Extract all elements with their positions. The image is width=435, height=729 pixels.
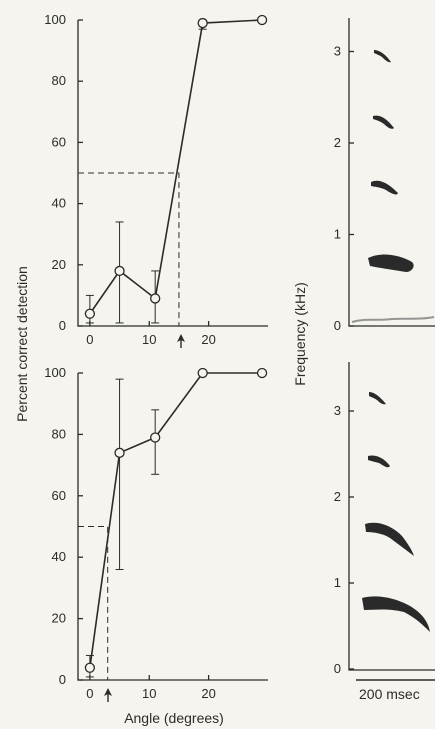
threshold-guide xyxy=(78,172,180,326)
top-y-ticks: 0 20 40 60 80 100 xyxy=(44,12,83,333)
top-plot-area xyxy=(78,14,268,326)
bottom-chart: 0 20 40 60 80 100 0 10 20 Angle (degrees) xyxy=(44,365,268,726)
y-tick-label: 20 xyxy=(52,611,66,626)
top-chart: 0 20 40 60 80 100 0 10 20 xyxy=(44,12,268,348)
bottom-x-ticks: 0 10 20 xyxy=(86,675,216,701)
data-point xyxy=(114,265,125,277)
top-spectrogram-band-2 xyxy=(371,180,398,195)
bottom-spectrogram-y-ticks: 0 1 2 3 xyxy=(334,403,354,676)
frequency-tick-label: 3 xyxy=(334,403,341,418)
top-spectrogram-band-1 xyxy=(368,254,414,272)
spectrogram-y-title: Frequency (kHz) xyxy=(292,282,308,385)
data-point xyxy=(197,367,208,379)
data-point xyxy=(84,662,96,673)
top-spectrogram-band-4 xyxy=(374,50,391,63)
data-point xyxy=(256,14,268,26)
frequency-tick-label: 0 xyxy=(334,318,341,333)
top-x-ticks: 0 10 20 xyxy=(86,321,216,347)
data-point xyxy=(150,293,161,304)
x-tick-label: 20 xyxy=(201,686,215,701)
x-axis-title: Angle (degrees) xyxy=(124,710,224,726)
bottom-spectrogram-band-1 xyxy=(362,596,430,632)
frequency-tick-label: 2 xyxy=(334,489,341,504)
y-tick-label: 60 xyxy=(52,488,66,503)
top-spectrogram-axis xyxy=(348,18,435,327)
bottom-spectrogram-band-4 xyxy=(369,392,386,405)
bottom-plot-area xyxy=(78,367,268,680)
y-axis-title: Percent correct detection xyxy=(14,266,30,422)
top-spectrogram: 0 1 2 3 xyxy=(334,18,435,333)
data-point xyxy=(150,432,161,443)
y-tick-label: 0 xyxy=(59,318,66,333)
y-tick-label: 0 xyxy=(59,672,66,687)
top-spectrogram-noise xyxy=(351,316,435,323)
top-spectrogram-y-ticks: 0 1 2 3 xyxy=(334,44,354,333)
y-tick-label: 100 xyxy=(44,365,66,380)
threshold-guide xyxy=(78,526,109,680)
x-tick-label: 20 xyxy=(201,332,215,347)
bottom-axes xyxy=(77,373,268,681)
top-spectrogram-band-3 xyxy=(373,115,394,129)
data-point xyxy=(197,17,208,29)
time-scale-label: 200 msec xyxy=(359,686,420,702)
x-tick-label: 0 xyxy=(86,686,93,701)
data-point xyxy=(84,308,96,319)
top-threshold-arrow xyxy=(177,334,185,342)
x-tick-label: 10 xyxy=(142,686,156,701)
y-tick-label: 60 xyxy=(52,134,66,149)
frequency-tick-label: 2 xyxy=(334,135,341,150)
bottom-threshold-arrow xyxy=(104,688,112,696)
series-line xyxy=(89,372,263,668)
bottom-spectrogram: 0 1 2 3 xyxy=(334,362,435,676)
y-tick-label: 80 xyxy=(52,426,66,441)
bottom-spectrogram-band-2 xyxy=(365,522,414,556)
x-tick-label: 10 xyxy=(142,332,156,347)
frequency-tick-label: 1 xyxy=(334,227,341,242)
data-point xyxy=(256,367,268,379)
y-tick-label: 40 xyxy=(52,549,66,564)
frequency-tick-label: 0 xyxy=(334,661,341,676)
bottom-y-ticks: 0 20 40 60 80 100 xyxy=(44,365,83,687)
y-tick-label: 40 xyxy=(52,196,66,211)
frequency-tick-label: 1 xyxy=(334,575,341,590)
data-point xyxy=(114,447,125,458)
y-tick-label: 80 xyxy=(52,73,66,88)
bottom-spectrogram-band-3 xyxy=(368,455,390,468)
bottom-spectrogram-axis xyxy=(348,362,435,671)
y-tick-label: 100 xyxy=(44,12,66,27)
x-tick-label: 0 xyxy=(86,332,93,347)
frequency-tick-label: 3 xyxy=(334,44,341,59)
y-tick-label: 20 xyxy=(52,257,66,272)
